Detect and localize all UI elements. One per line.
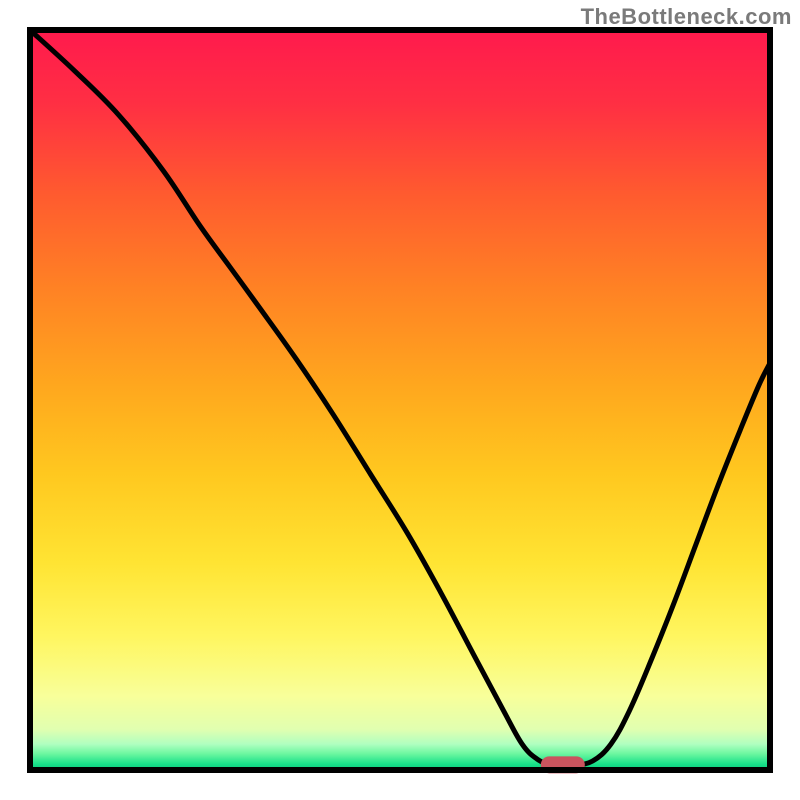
chart-container: TheBottleneck.com bbox=[0, 0, 800, 800]
bottleneck-chart bbox=[0, 0, 800, 800]
watermark-text: TheBottleneck.com bbox=[581, 4, 792, 30]
